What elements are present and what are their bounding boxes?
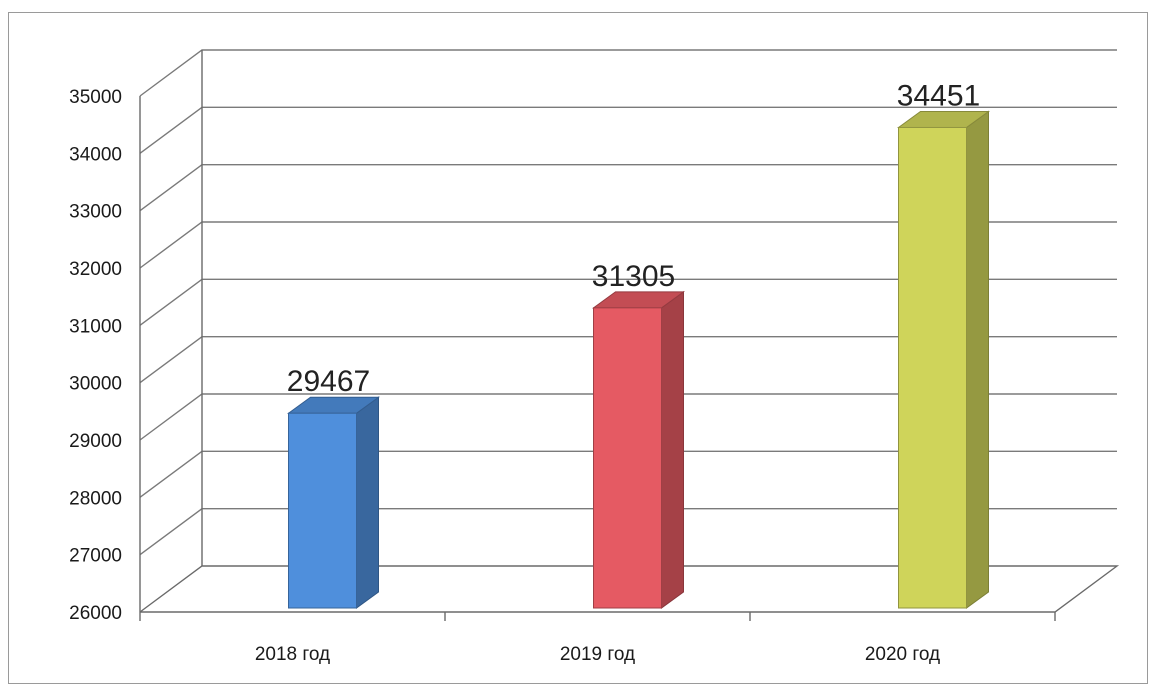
category-label: 2020 год: [865, 644, 940, 665]
data-labels: 29467 31305 34451: [287, 79, 980, 398]
data-label: 31305: [592, 260, 675, 293]
bar-side: [356, 396, 379, 609]
data-label: 29467: [287, 365, 370, 398]
bar-side: [966, 110, 989, 609]
x-axis-category-labels: 2018 год 2019 год 2020 год: [255, 644, 940, 665]
y-tick-label: 28000: [69, 488, 122, 509]
data-label: 34451: [897, 79, 980, 112]
bar-front: [898, 126, 967, 609]
y-tick-label: 35000: [69, 87, 122, 108]
y-tick-label: 27000: [69, 546, 122, 567]
y-tick-label: 26000: [69, 603, 122, 624]
y-tick-label: 31000: [69, 316, 122, 337]
category-label: 2019 год: [560, 644, 635, 665]
bar-front: [288, 412, 357, 609]
y-tick-label: 30000: [69, 374, 122, 395]
y-tick-label: 32000: [69, 259, 122, 280]
axes: [139, 50, 1120, 621]
y-tick-label: 33000: [69, 202, 122, 223]
y-tick-label: 34000: [69, 144, 122, 165]
bar-front: [593, 307, 662, 609]
bar-side: [661, 290, 684, 609]
y-tick-label: 29000: [69, 431, 122, 452]
y-axis-tick-labels: 26000 27000 28000 29000 30000 31000 32000 33000…: [69, 87, 122, 624]
bar-2018-год: [286, 396, 381, 609]
bar-2020-год: [896, 110, 991, 609]
bars: [286, 110, 991, 609]
category-label: 2018 год: [255, 644, 330, 665]
bar-2019-год: [591, 290, 686, 609]
